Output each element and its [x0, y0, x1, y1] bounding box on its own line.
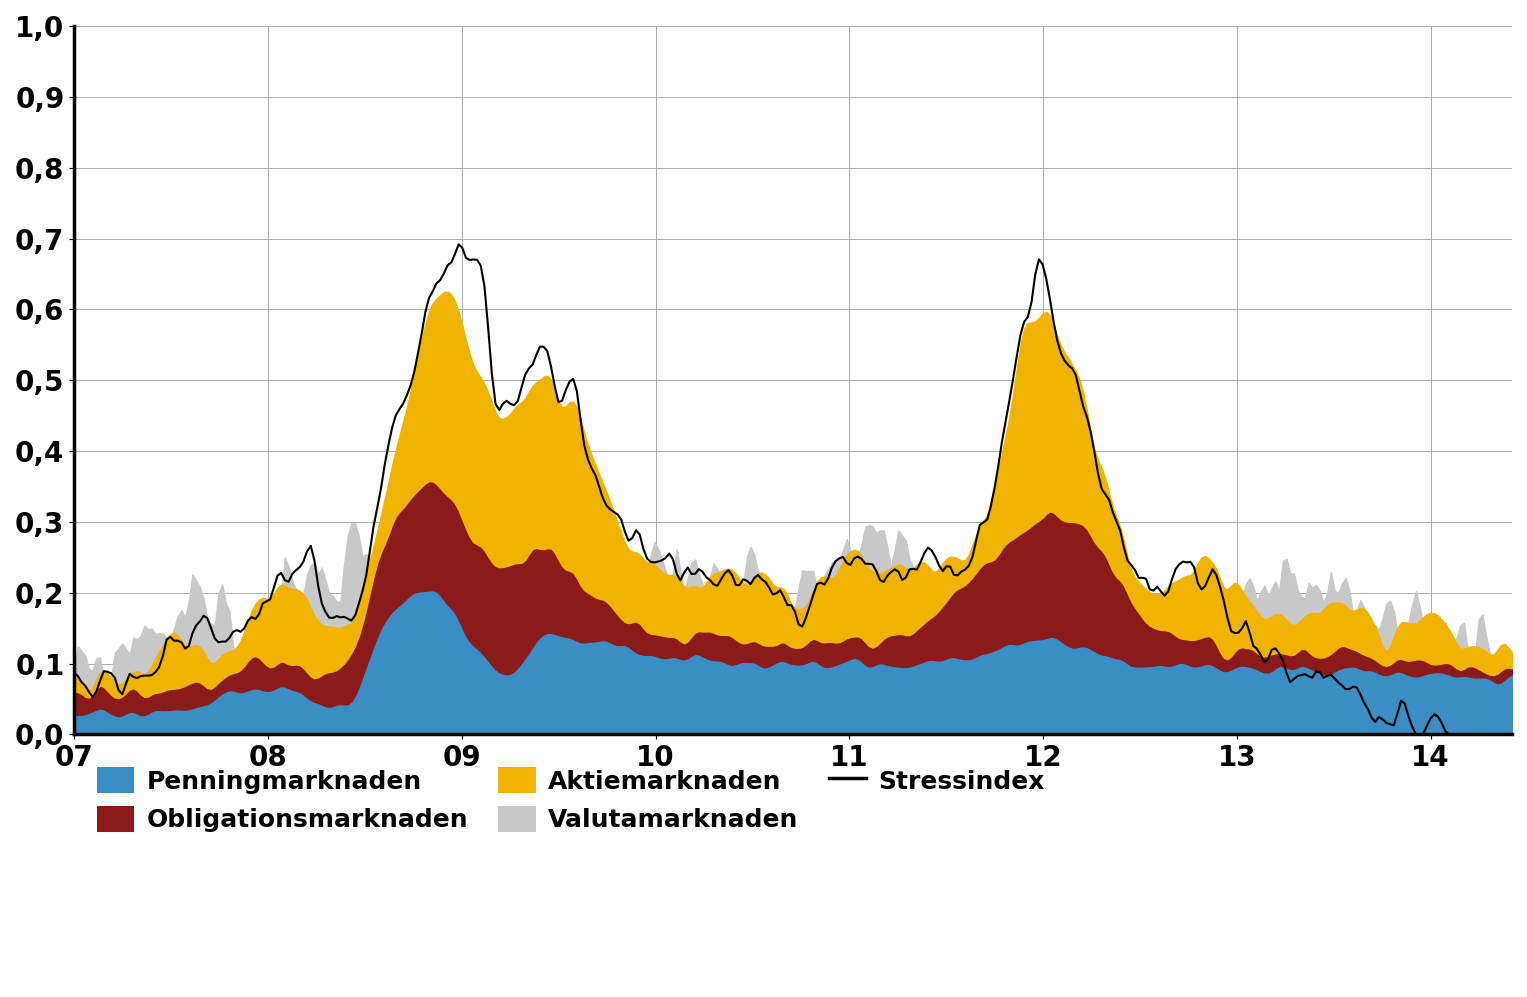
Legend: Penningmarknaden, Obligationsmarknaden, Aktiemarknaden, Valutamarknaden, Stressi: Penningmarknaden, Obligationsmarknaden, … [87, 758, 1055, 842]
